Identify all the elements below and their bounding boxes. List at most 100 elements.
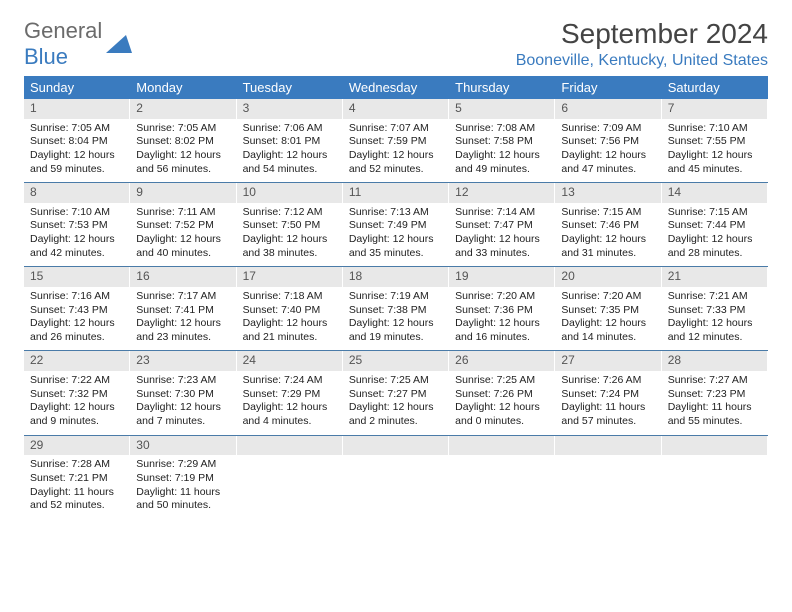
week-row: 1Sunrise: 7:05 AMSunset: 8:04 PMDaylight… — [24, 99, 768, 183]
day-number: 9 — [130, 183, 236, 203]
day-sunset: Sunset: 7:43 PM — [30, 304, 124, 318]
day-cell — [555, 436, 661, 519]
day-sunrise: Sunrise: 7:11 AM — [136, 206, 230, 220]
day-daylight2: and 2 minutes. — [349, 415, 443, 429]
day-sunset: Sunset: 7:38 PM — [349, 304, 443, 318]
day-header-thu: Thursday — [449, 76, 555, 99]
day-sunset: Sunset: 8:02 PM — [136, 135, 230, 149]
day-daylight2: and 52 minutes. — [30, 499, 124, 513]
day-daylight1: Daylight: 12 hours — [455, 401, 549, 415]
logo-triangle-icon — [106, 35, 132, 53]
day-body: Sunrise: 7:20 AMSunset: 7:36 PMDaylight:… — [449, 287, 555, 351]
day-body — [662, 455, 768, 503]
day-number: 5 — [449, 99, 555, 119]
day-daylight1: Daylight: 12 hours — [561, 233, 655, 247]
day-sunrise: Sunrise: 7:07 AM — [349, 122, 443, 136]
week-row: 8Sunrise: 7:10 AMSunset: 7:53 PMDaylight… — [24, 183, 768, 267]
day-daylight1: Daylight: 12 hours — [30, 149, 124, 163]
day-cell: 17Sunrise: 7:18 AMSunset: 7:40 PMDayligh… — [237, 267, 343, 350]
day-cell: 16Sunrise: 7:17 AMSunset: 7:41 PMDayligh… — [130, 267, 236, 350]
day-number: 10 — [237, 183, 343, 203]
day-body: Sunrise: 7:13 AMSunset: 7:49 PMDaylight:… — [343, 203, 449, 267]
day-daylight1: Daylight: 11 hours — [30, 486, 124, 500]
day-sunrise: Sunrise: 7:22 AM — [30, 374, 124, 388]
day-sunrise: Sunrise: 7:21 AM — [668, 290, 762, 304]
day-daylight1: Daylight: 12 hours — [243, 401, 337, 415]
day-body: Sunrise: 7:29 AMSunset: 7:19 PMDaylight:… — [130, 455, 236, 519]
day-body — [555, 455, 661, 503]
day-number: 15 — [24, 267, 130, 287]
day-daylight1: Daylight: 12 hours — [243, 317, 337, 331]
day-body: Sunrise: 7:08 AMSunset: 7:58 PMDaylight:… — [449, 119, 555, 183]
day-daylight2: and 12 minutes. — [668, 331, 762, 345]
day-body: Sunrise: 7:22 AMSunset: 7:32 PMDaylight:… — [24, 371, 130, 435]
day-daylight2: and 26 minutes. — [30, 331, 124, 345]
weeks-container: 1Sunrise: 7:05 AMSunset: 8:04 PMDaylight… — [24, 99, 768, 519]
day-sunrise: Sunrise: 7:09 AM — [561, 122, 655, 136]
day-number: 6 — [555, 99, 661, 119]
day-header-fri: Friday — [555, 76, 661, 99]
day-cell: 28Sunrise: 7:27 AMSunset: 7:23 PMDayligh… — [662, 351, 768, 434]
day-daylight2: and 47 minutes. — [561, 163, 655, 177]
day-cell: 26Sunrise: 7:25 AMSunset: 7:26 PMDayligh… — [449, 351, 555, 434]
day-number — [237, 436, 343, 456]
logo-text: General Blue — [24, 18, 102, 70]
location: Booneville, Kentucky, United States — [516, 52, 768, 70]
day-sunset: Sunset: 7:32 PM — [30, 388, 124, 402]
day-cell: 30Sunrise: 7:29 AMSunset: 7:19 PMDayligh… — [130, 436, 236, 519]
day-body — [237, 455, 343, 503]
day-daylight1: Daylight: 11 hours — [561, 401, 655, 415]
day-cell: 12Sunrise: 7:14 AMSunset: 7:47 PMDayligh… — [449, 183, 555, 266]
day-daylight2: and 45 minutes. — [668, 163, 762, 177]
day-sunset: Sunset: 8:01 PM — [243, 135, 337, 149]
day-sunset: Sunset: 7:33 PM — [668, 304, 762, 318]
day-number: 12 — [449, 183, 555, 203]
day-cell: 29Sunrise: 7:28 AMSunset: 7:21 PMDayligh… — [24, 436, 130, 519]
day-cell — [662, 436, 768, 519]
day-cell: 21Sunrise: 7:21 AMSunset: 7:33 PMDayligh… — [662, 267, 768, 350]
day-daylight2: and 54 minutes. — [243, 163, 337, 177]
day-sunrise: Sunrise: 7:27 AM — [668, 374, 762, 388]
day-sunset: Sunset: 7:59 PM — [349, 135, 443, 149]
day-number — [343, 436, 449, 456]
day-daylight2: and 9 minutes. — [30, 415, 124, 429]
day-daylight1: Daylight: 12 hours — [30, 317, 124, 331]
day-daylight2: and 52 minutes. — [349, 163, 443, 177]
calendar: Sunday Monday Tuesday Wednesday Thursday… — [24, 76, 768, 519]
day-cell: 7Sunrise: 7:10 AMSunset: 7:55 PMDaylight… — [662, 99, 768, 182]
day-cell: 20Sunrise: 7:20 AMSunset: 7:35 PMDayligh… — [555, 267, 661, 350]
day-daylight2: and 0 minutes. — [455, 415, 549, 429]
day-header-wed: Wednesday — [343, 76, 449, 99]
day-daylight2: and 55 minutes. — [668, 415, 762, 429]
day-cell: 22Sunrise: 7:22 AMSunset: 7:32 PMDayligh… — [24, 351, 130, 434]
day-daylight2: and 14 minutes. — [561, 331, 655, 345]
day-sunset: Sunset: 7:50 PM — [243, 219, 337, 233]
day-daylight2: and 19 minutes. — [349, 331, 443, 345]
day-sunset: Sunset: 7:19 PM — [136, 472, 230, 486]
day-cell — [237, 436, 343, 519]
day-sunrise: Sunrise: 7:14 AM — [455, 206, 549, 220]
day-body: Sunrise: 7:25 AMSunset: 7:26 PMDaylight:… — [449, 371, 555, 435]
day-sunset: Sunset: 7:23 PM — [668, 388, 762, 402]
day-sunrise: Sunrise: 7:29 AM — [136, 458, 230, 472]
day-daylight2: and 57 minutes. — [561, 415, 655, 429]
day-body: Sunrise: 7:23 AMSunset: 7:30 PMDaylight:… — [130, 371, 236, 435]
day-sunrise: Sunrise: 7:20 AM — [561, 290, 655, 304]
day-number: 13 — [555, 183, 661, 203]
day-sunrise: Sunrise: 7:26 AM — [561, 374, 655, 388]
day-body: Sunrise: 7:14 AMSunset: 7:47 PMDaylight:… — [449, 203, 555, 267]
day-sunset: Sunset: 7:29 PM — [243, 388, 337, 402]
week-row: 29Sunrise: 7:28 AMSunset: 7:21 PMDayligh… — [24, 436, 768, 519]
day-daylight2: and 16 minutes. — [455, 331, 549, 345]
day-sunrise: Sunrise: 7:24 AM — [243, 374, 337, 388]
day-sunrise: Sunrise: 7:17 AM — [136, 290, 230, 304]
day-daylight2: and 59 minutes. — [30, 163, 124, 177]
day-cell: 18Sunrise: 7:19 AMSunset: 7:38 PMDayligh… — [343, 267, 449, 350]
title-block: September 2024 Booneville, Kentucky, Uni… — [516, 18, 768, 70]
day-daylight1: Daylight: 12 hours — [30, 401, 124, 415]
day-sunrise: Sunrise: 7:18 AM — [243, 290, 337, 304]
day-daylight1: Daylight: 12 hours — [668, 317, 762, 331]
day-sunset: Sunset: 7:21 PM — [30, 472, 124, 486]
day-header-sun: Sunday — [24, 76, 130, 99]
day-number: 3 — [237, 99, 343, 119]
